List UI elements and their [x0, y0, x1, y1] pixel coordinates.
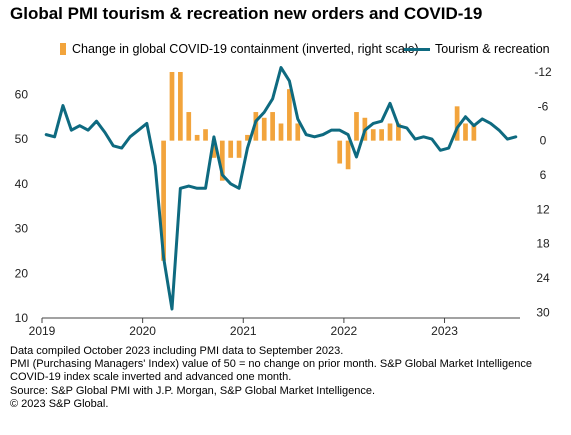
legend-swatch-bar: [60, 43, 66, 55]
bar-2022-05: [379, 129, 384, 141]
y-left-tick-label: 50: [15, 132, 29, 146]
bar-2022-01: [345, 140, 351, 170]
bar-2020-06: [186, 112, 192, 141]
legend-item-tourism: Tourism & recreation: [404, 42, 550, 56]
bar-2022-07: [396, 123, 401, 141]
legend-item-containment: Change in global COVID-19 containment (i…: [60, 42, 419, 56]
bar-2020-08: [203, 129, 208, 141]
note-line: © 2023 S&P Global.: [10, 397, 109, 410]
y-right-tick-label: 30: [536, 305, 550, 319]
chart-legend: Change in global COVID-19 containment (i…: [0, 42, 571, 60]
line-series-tourism: [44, 66, 518, 311]
y-right-tick-label: 6: [540, 168, 547, 182]
bar-2020-11: [228, 140, 234, 158]
y-left-tick-label: 60: [15, 87, 29, 101]
bar-2021-03: [261, 117, 267, 141]
bar-2022-04: [370, 129, 376, 141]
bar-2020-05: [178, 72, 183, 141]
y-axis-left-ticks: 10 20 30 40 50 60: [15, 87, 29, 325]
bar-2020-10: [219, 140, 225, 181]
bar-2021-06: [287, 89, 292, 141]
x-tick-label: 2022: [331, 324, 358, 338]
x-tick-label: 2019: [29, 324, 56, 338]
chart-notes: Data compiled October 2023 including PMI…: [10, 345, 565, 411]
note-line: Source: S&P Global PMI with J.P. Morgan,…: [10, 384, 376, 397]
y-left-tick-label: 30: [15, 222, 29, 236]
bar-2020-04: [169, 72, 175, 141]
note-line: COVID-19 index scale inverted and advanc…: [10, 371, 292, 384]
chart-title: Global PMI tourism & recreation new orde…: [10, 4, 483, 23]
x-axis-ticks: 2019 2020 2021 2022 2023: [29, 318, 458, 338]
legend-label-tourism: Tourism & recreation: [435, 42, 550, 56]
bar-2020-03: [161, 140, 166, 261]
y-right-tick-label: 24: [536, 271, 550, 285]
note-line: PMI (Purchasing Managers' Index) value o…: [10, 358, 532, 371]
bar-2021-01: [245, 134, 250, 141]
note-line: Data compiled October 2023 including PMI…: [10, 345, 344, 357]
y-left-tick-label: 10: [15, 311, 29, 325]
y-right-tick-label: 18: [536, 237, 550, 251]
legend-label-containment: Change in global COVID-19 containment (i…: [72, 42, 419, 56]
y-right-tick-label: -6: [538, 99, 549, 113]
bar-2023-03: [463, 123, 468, 141]
x-tick-label: 2021: [230, 324, 257, 338]
bar-2020-09: [211, 140, 217, 158]
y-right-tick-label: 0: [540, 134, 547, 148]
bar-2021-07: [295, 123, 301, 141]
x-tick-label: 2023: [431, 324, 458, 338]
y-right-tick-label: -12: [534, 65, 552, 79]
y-left-tick-label: 40: [15, 177, 29, 191]
bar-2023-02: [454, 106, 460, 141]
bar-2022-02: [354, 112, 359, 141]
y-right-tick-label: 12: [536, 202, 550, 216]
bar-2021-02: [253, 112, 259, 141]
bar-2023-04: [471, 123, 477, 141]
x-tick-label: 2020: [129, 324, 156, 338]
bar-2021-04: [270, 112, 275, 141]
y-left-tick-label: 20: [15, 266, 29, 280]
legend-swatch-line: [404, 47, 430, 51]
y-axis-right-ticks: -12 -6 0 6 12 18 24 30: [534, 65, 552, 319]
bar-2021-12: [337, 140, 343, 164]
bar-2021-05: [278, 123, 284, 141]
bar-2022-06: [387, 123, 393, 141]
bar-2020-12: [236, 140, 242, 158]
bar-2020-07: [194, 134, 200, 141]
